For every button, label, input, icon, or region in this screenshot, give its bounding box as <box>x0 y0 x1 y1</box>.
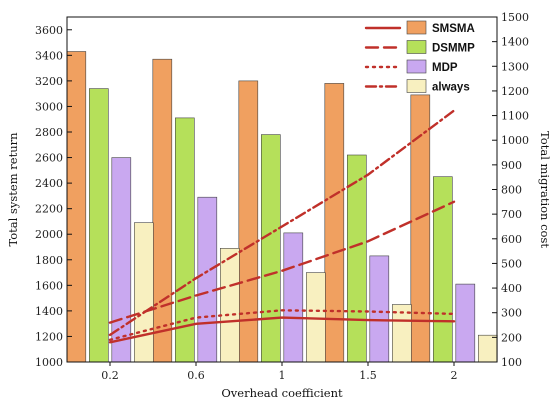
legend-swatch-always <box>406 79 427 93</box>
bar-mdp-1.5 <box>369 255 390 363</box>
bar-series-smsma <box>66 51 431 363</box>
y-tick-label: 1600 <box>35 279 63 292</box>
y-tick-label: 2400 <box>35 177 63 190</box>
y2-tick-label: 900 <box>501 159 522 172</box>
y2-tick-label: 400 <box>501 282 522 295</box>
y-tick-label: 2000 <box>35 228 63 241</box>
bar-always-0.6 <box>220 248 240 363</box>
bar-series-dsmmp <box>89 88 453 363</box>
legend-swatch-dsmmp <box>406 40 427 54</box>
bar-always-0.2 <box>134 222 154 363</box>
line-smsma <box>108 316 456 344</box>
y2-tick-label: 500 <box>501 257 522 270</box>
y2-tick-label: 1500 <box>501 11 529 24</box>
ticks-layer: 1000120014001600180020002200240026002800… <box>35 11 529 382</box>
y2-tick-label: 1000 <box>501 134 529 147</box>
y-tick-label: 3600 <box>35 24 63 37</box>
line-always <box>108 109 456 337</box>
y2-tick-label: 200 <box>501 331 522 344</box>
y-tick-label: 1800 <box>35 254 63 267</box>
lines-layer <box>108 109 456 344</box>
y-tick-label: 2600 <box>35 152 63 165</box>
y-tick-label: 1000 <box>35 356 63 369</box>
y-tick-label: 3200 <box>35 75 63 88</box>
line-mdp <box>108 309 456 341</box>
x-tick-label: 1 <box>279 369 286 382</box>
y2-tick-label: 1300 <box>501 60 529 73</box>
bar-dsmmp-1 <box>260 134 281 363</box>
legend-label-always: always <box>432 82 470 94</box>
legend-swatch-smsma <box>406 20 427 35</box>
bar-mdp-1 <box>283 232 304 363</box>
y-tick-label: 1400 <box>35 305 63 318</box>
x-axis-title: Overhead coefficient <box>221 386 343 400</box>
x-tick-label: 0.2 <box>101 369 119 382</box>
y-tick-label: 1200 <box>35 330 63 343</box>
x-tick-label: 1.5 <box>359 369 377 382</box>
y-tick-label: 2800 <box>35 126 63 139</box>
y2-tick-label: 700 <box>501 208 522 221</box>
y2-tick-label: 600 <box>501 233 522 246</box>
y2-tick-label: 800 <box>501 184 522 197</box>
y-tick-label: 3000 <box>35 100 63 113</box>
y2-tick-label: 1400 <box>501 36 529 49</box>
bar-smsma-0.2 <box>66 51 87 363</box>
bar-mdp-2 <box>455 283 476 363</box>
x-tick-label: 2 <box>451 369 458 382</box>
x-tick-label: 0.6 <box>187 369 205 382</box>
legend-label-mdp: MDP <box>432 62 458 74</box>
legend-label-smsma: SMSMA <box>432 23 475 35</box>
bar-mdp-0.6 <box>197 196 218 363</box>
y2-tick-label: 300 <box>501 307 522 320</box>
bar-smsma-0.6 <box>152 58 173 363</box>
bar-always-2 <box>477 334 498 363</box>
y2-tick-label: 100 <box>501 356 522 369</box>
y2-tick-label: 1100 <box>501 110 529 123</box>
bar-dsmmp-0.2 <box>89 88 109 363</box>
legend-swatch-mdp <box>406 59 427 74</box>
legend-label-dsmmp: DSMMP <box>432 43 475 55</box>
legend: SMSMA DSMMP MDP always <box>364 20 475 94</box>
line-dsmmp <box>108 200 456 324</box>
y2-tick-label: 1200 <box>501 85 529 98</box>
bar-series-always <box>134 222 498 363</box>
y-axis-title: Total system return <box>6 132 20 247</box>
y2-axis-title: Total migration cost <box>538 131 550 248</box>
y-tick-label: 3400 <box>35 49 63 62</box>
bars-layer <box>66 51 498 363</box>
y-tick-label: 2200 <box>35 203 63 216</box>
